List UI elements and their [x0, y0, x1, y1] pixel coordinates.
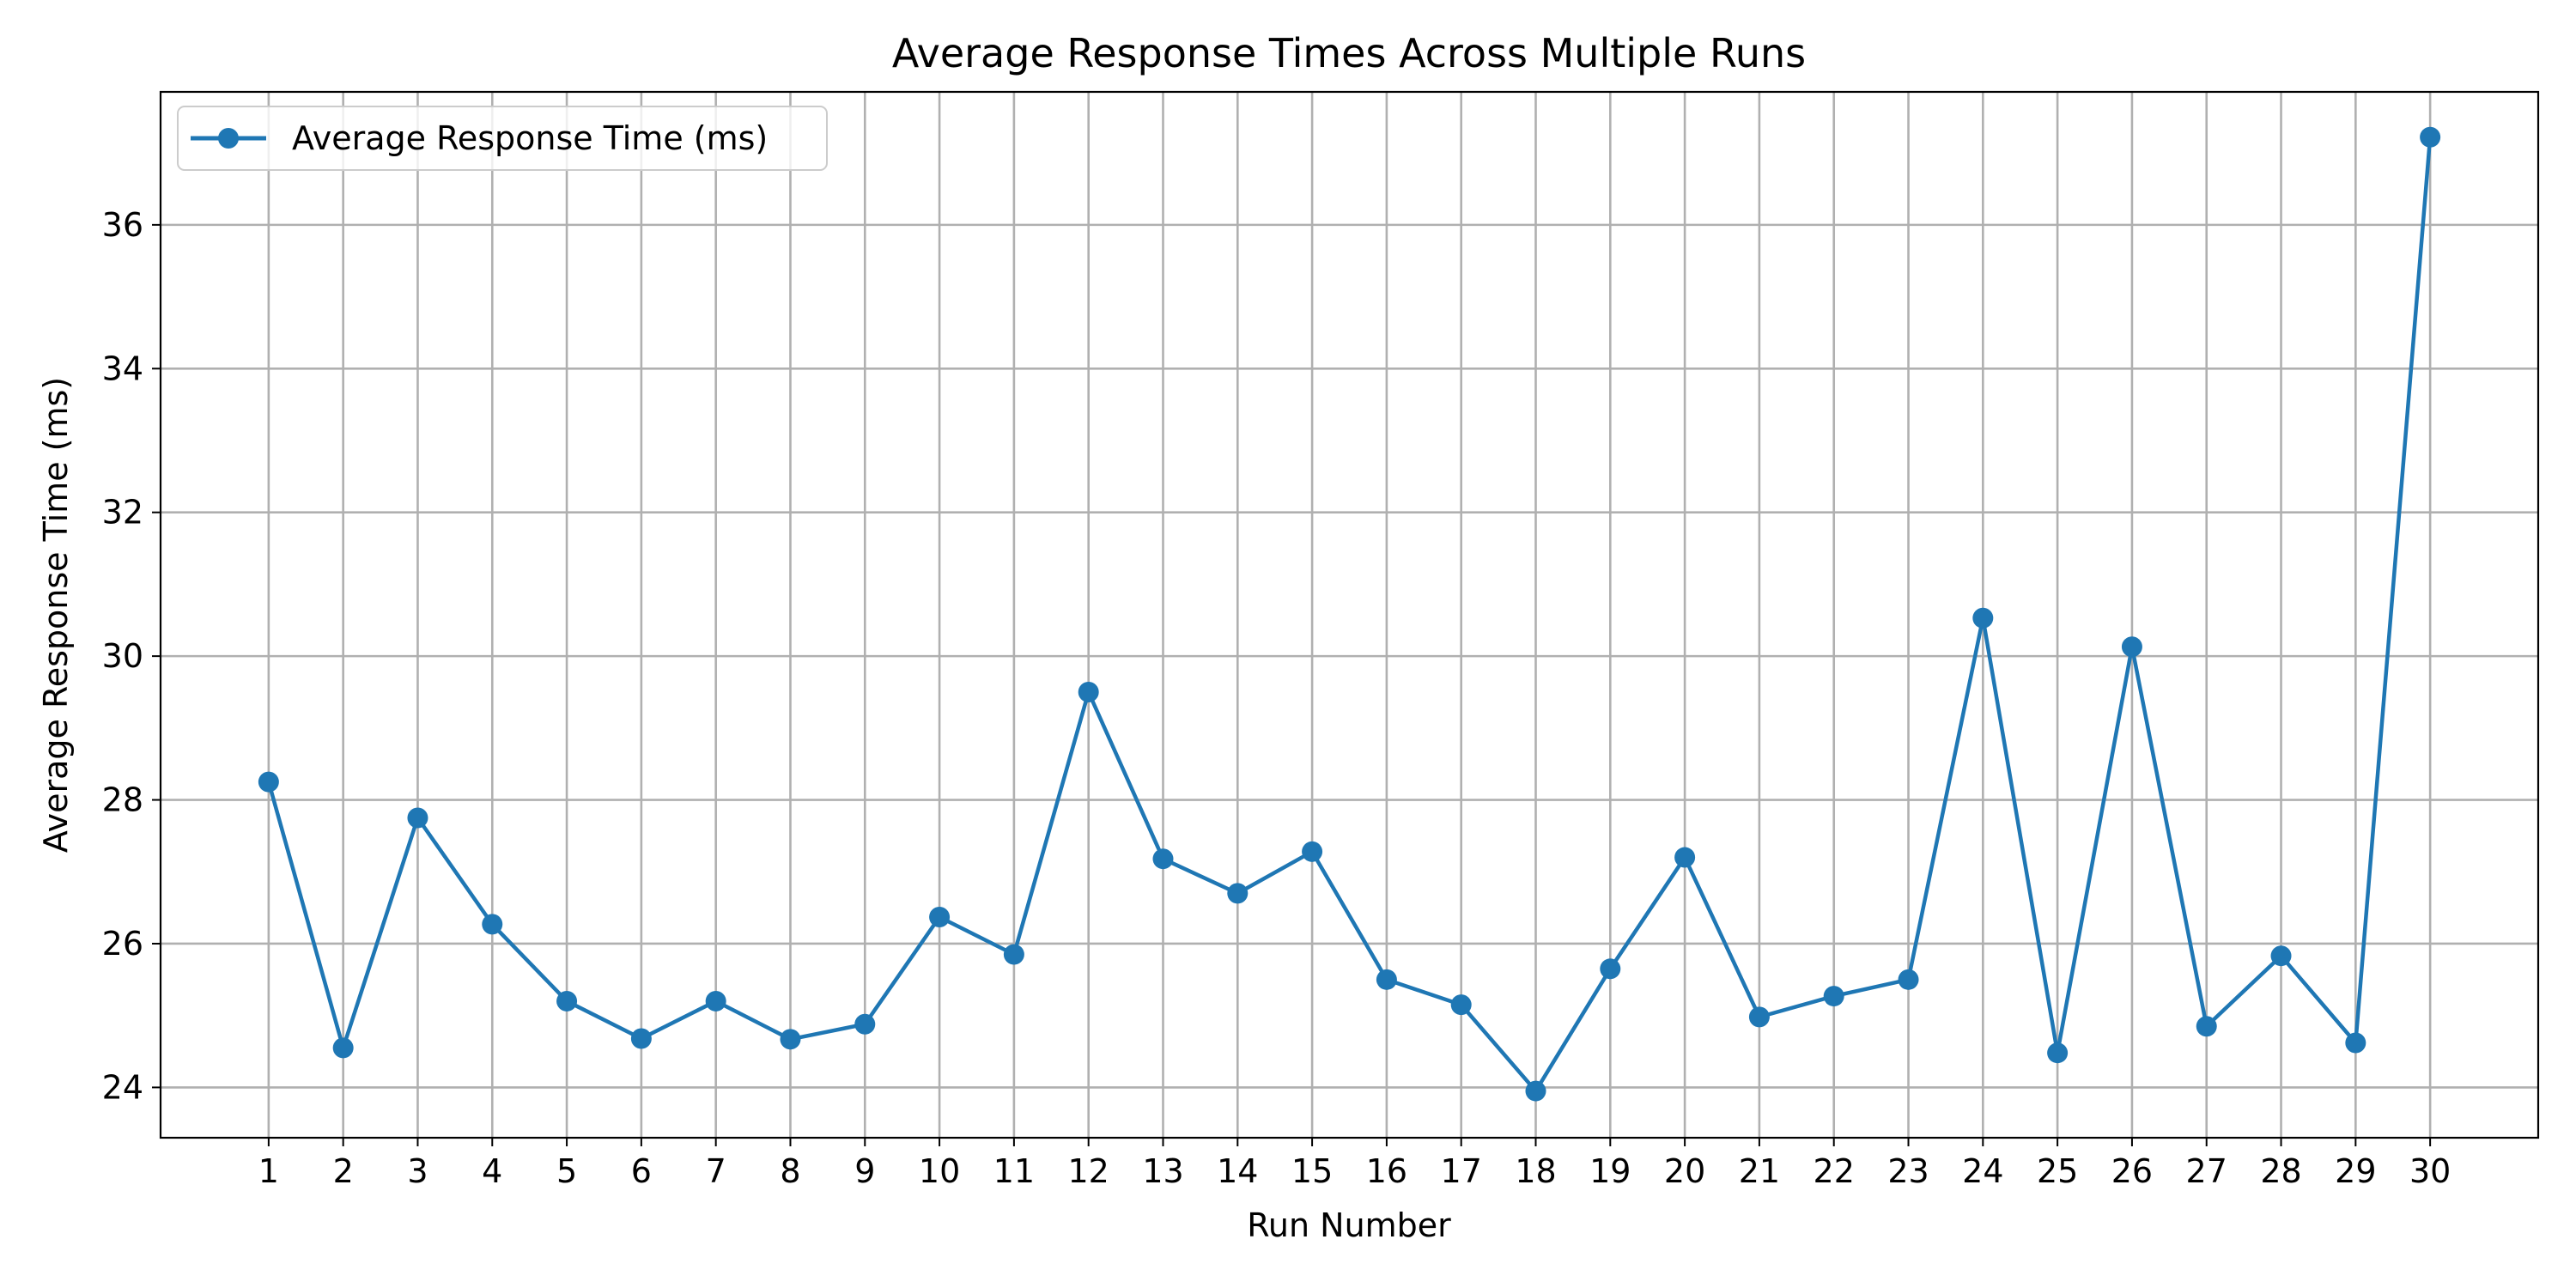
x-tick-label: 10: [919, 1152, 960, 1190]
data-point: [1898, 969, 1919, 990]
x-tick-label: 13: [1142, 1152, 1183, 1190]
data-point: [1003, 944, 1024, 965]
legend-marker-swatch: [218, 128, 239, 149]
x-tick-label: 24: [1962, 1152, 2003, 1190]
x-tick-label: 30: [2409, 1152, 2451, 1190]
x-tick-label: 22: [1814, 1152, 1855, 1190]
axes-frame: [159, 90, 2540, 1139]
data-point: [556, 990, 578, 1012]
x-tick-label: 11: [993, 1152, 1035, 1190]
y-tick-label: 24: [102, 1068, 143, 1106]
data-point: [929, 907, 951, 928]
data-point: [2345, 1032, 2366, 1054]
series-layer: [258, 126, 2441, 1102]
x-tick-label: 18: [1515, 1152, 1556, 1190]
legend-entry-label: Average Response Time (ms): [292, 119, 768, 157]
y-tick-label: 26: [102, 925, 143, 963]
data-point: [1152, 848, 1174, 870]
x-tick-label: 4: [482, 1152, 502, 1190]
y-tick-label: 30: [102, 637, 143, 675]
y-tick-label: 36: [102, 206, 143, 244]
x-axis-label: Run Number: [1247, 1206, 1451, 1244]
x-tick-label: 3: [407, 1152, 428, 1190]
series-line: [266, 135, 2433, 1093]
data-point: [2047, 1042, 2069, 1064]
x-tick-label: 9: [854, 1152, 875, 1190]
data-point: [332, 1037, 354, 1059]
y-tick-label: 32: [102, 494, 143, 532]
data-point: [2121, 636, 2142, 658]
x-tick-label: 5: [556, 1152, 577, 1190]
data-point: [705, 990, 726, 1012]
data-point: [780, 1029, 801, 1050]
data-point: [1227, 883, 1249, 904]
data-point: [1450, 994, 1472, 1016]
x-axis: 1 2 3 4 5 6 7 8 9 10 11 12 13 14 15 16 17 18 19 20 21 22 23 24 2…: [258, 1138, 2451, 1190]
data-point: [2270, 945, 2292, 967]
y-tick-label: 28: [102, 781, 143, 819]
x-tick-label: 17: [1441, 1152, 1482, 1190]
x-tick-label: 26: [2111, 1152, 2153, 1190]
data-point: [407, 807, 428, 829]
chart-title: Average Response Times Across Multiple R…: [892, 30, 1806, 76]
data-point: [482, 914, 503, 935]
y-axis-label: Average Response Time (ms): [37, 377, 75, 853]
x-tick-label: 7: [706, 1152, 726, 1190]
data-point: [2420, 126, 2441, 148]
data-point: [1302, 841, 1323, 862]
x-tick-label: 25: [2037, 1152, 2078, 1190]
x-tick-label: 23: [1887, 1152, 1929, 1190]
y-axis: 24 26 28 30 32 34 36: [102, 206, 161, 1106]
data-point: [1972, 607, 1994, 629]
data-point: [854, 1013, 876, 1035]
x-tick-label: 29: [2335, 1152, 2376, 1190]
x-tick-label: 12: [1068, 1152, 1109, 1190]
y-tick-label: 34: [102, 349, 143, 387]
x-tick-label: 20: [1664, 1152, 1705, 1190]
x-tick-label: 16: [1366, 1152, 1407, 1190]
data-point: [1674, 847, 1696, 868]
x-tick-label: 19: [1589, 1152, 1631, 1190]
data-point: [1078, 681, 1099, 702]
legend: Average Response Time (ms): [177, 106, 828, 171]
x-tick-label: 28: [2260, 1152, 2301, 1190]
data-point: [630, 1028, 652, 1049]
legend-box: [177, 106, 828, 171]
plot-area-background: [161, 92, 2538, 1138]
x-tick-label: 6: [631, 1152, 652, 1190]
x-tick-label: 1: [258, 1152, 279, 1190]
data-point: [1823, 986, 1844, 1007]
data-point: [1600, 958, 1621, 980]
data-point: [1748, 1006, 1770, 1028]
data-point: [258, 771, 279, 793]
data-point: [1376, 969, 1397, 990]
x-tick-label: 2: [333, 1152, 354, 1190]
data-point: [1525, 1080, 1546, 1102]
x-tick-label: 15: [1291, 1152, 1333, 1190]
x-tick-label: 21: [1739, 1152, 1780, 1190]
x-tick-label: 8: [780, 1152, 800, 1190]
x-tick-label: 14: [1217, 1152, 1258, 1190]
x-tick-label: 27: [2186, 1152, 2227, 1190]
data-point: [2196, 1016, 2217, 1037]
